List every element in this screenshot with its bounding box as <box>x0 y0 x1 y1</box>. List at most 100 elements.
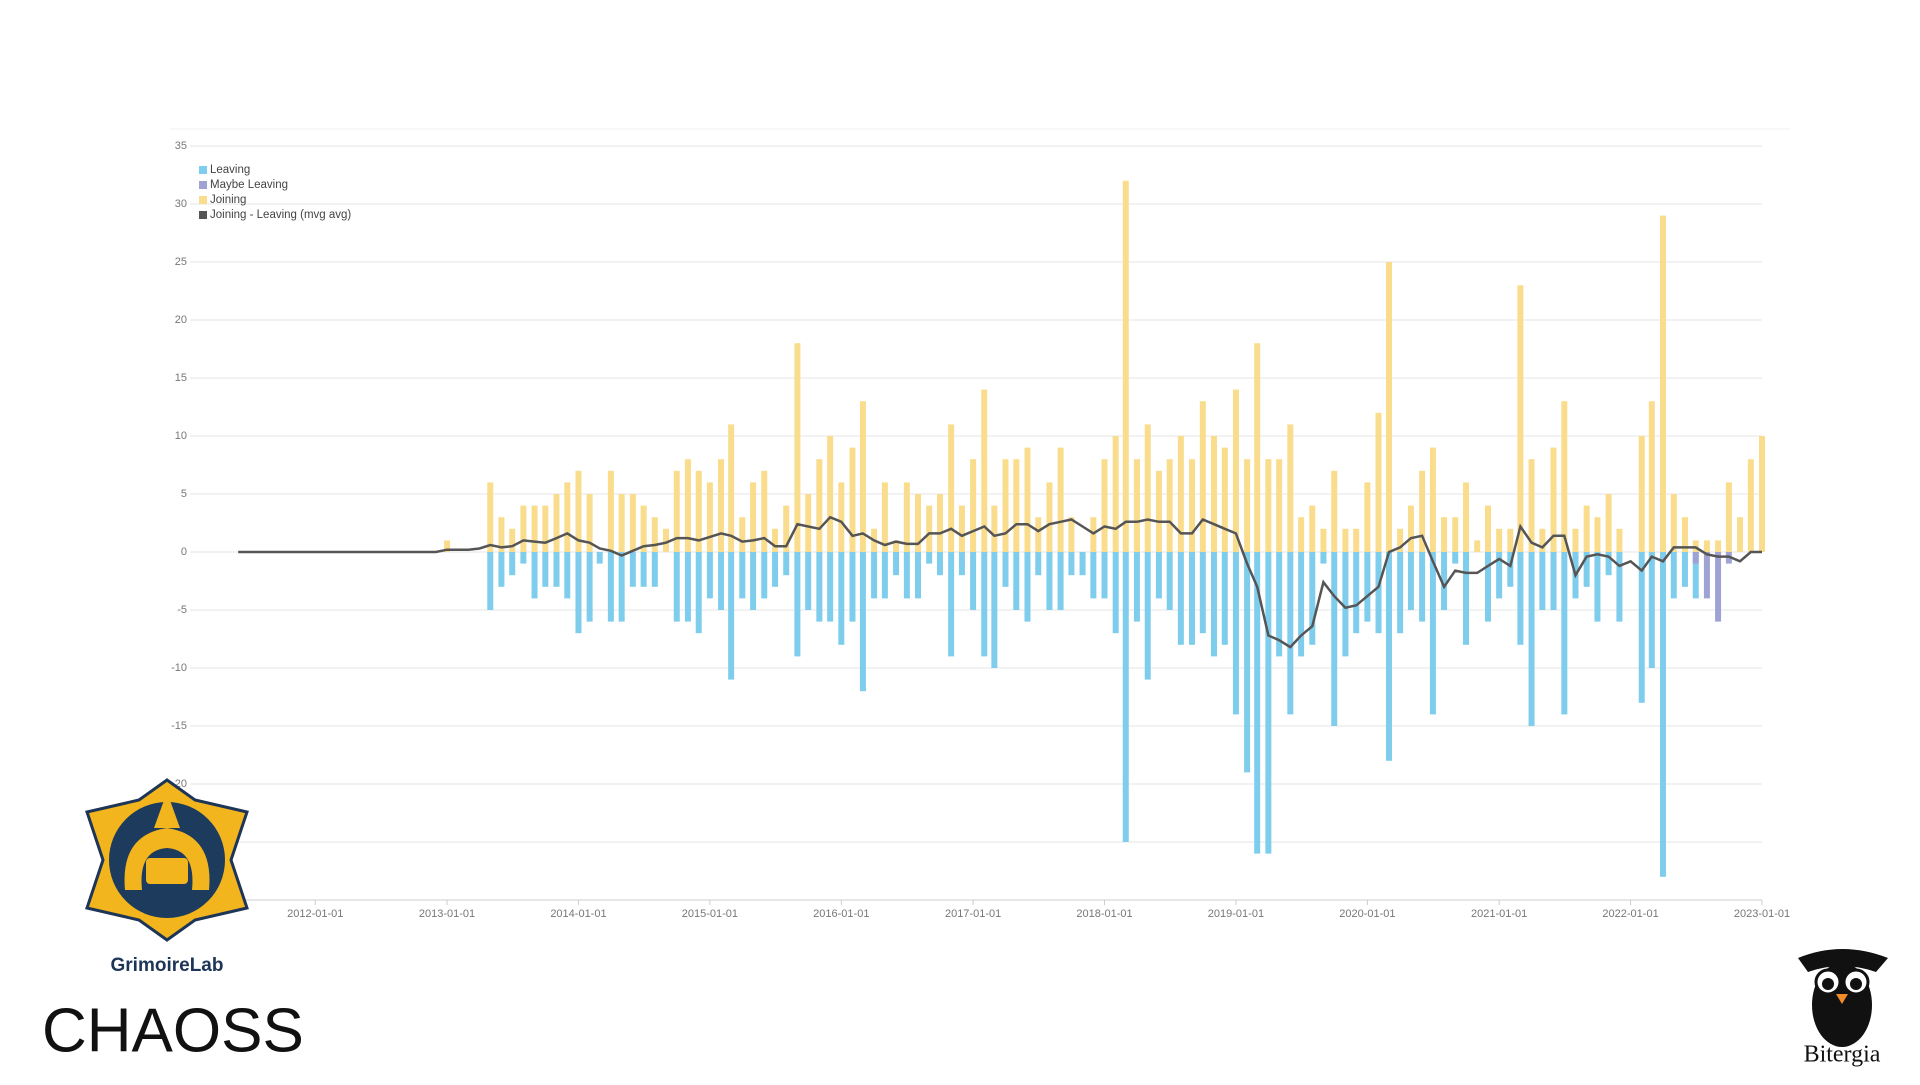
bar <box>1068 517 1075 552</box>
bar <box>772 528 779 552</box>
bar <box>1429 447 1436 552</box>
bar <box>1670 494 1677 552</box>
bar <box>805 552 812 610</box>
bar <box>1244 552 1251 773</box>
bar <box>1407 552 1414 610</box>
bar <box>1046 482 1053 552</box>
bar <box>1561 552 1568 715</box>
bar <box>444 540 451 552</box>
bar <box>1244 459 1251 552</box>
bar <box>1648 401 1655 552</box>
y-tick-label: 0 <box>181 546 187 558</box>
bar <box>509 528 516 552</box>
bar <box>1616 528 1623 552</box>
bar <box>1298 517 1305 552</box>
bar <box>596 552 603 564</box>
bar <box>1364 482 1371 552</box>
bar <box>1068 552 1075 576</box>
bar <box>958 505 965 552</box>
legend-swatch <box>199 181 207 189</box>
bar <box>542 505 549 552</box>
bar <box>1659 552 1666 877</box>
bar <box>1133 459 1140 552</box>
bar <box>1605 494 1612 552</box>
bar <box>958 552 965 576</box>
x-tick-label: 2020-01-01 <box>1339 908 1395 920</box>
y-tick-label: 25 <box>175 256 187 268</box>
bar <box>1024 552 1031 622</box>
bar <box>728 424 735 552</box>
bar <box>684 459 691 552</box>
bar <box>1517 285 1524 552</box>
bar <box>1419 470 1426 552</box>
bar <box>1331 470 1338 552</box>
bar <box>739 552 746 599</box>
bar <box>1177 552 1184 645</box>
bar <box>1385 262 1392 552</box>
bar <box>1057 447 1064 552</box>
bar <box>1232 389 1239 552</box>
bar <box>1276 552 1283 657</box>
bar <box>1210 552 1217 657</box>
bar <box>926 552 933 564</box>
bar <box>1528 552 1535 726</box>
bar <box>859 552 866 692</box>
legend: Leaving Maybe Leaving Joining Joining - Lea… <box>199 164 351 221</box>
bar <box>1616 552 1623 622</box>
bar <box>1496 528 1503 552</box>
bar <box>706 482 713 552</box>
bar <box>1681 552 1688 587</box>
bar <box>1375 552 1382 634</box>
bar <box>1189 459 1196 552</box>
bar <box>794 343 801 552</box>
bar <box>1703 552 1710 599</box>
bar <box>750 482 757 552</box>
bar <box>1594 552 1601 622</box>
bar <box>1528 459 1535 552</box>
bar <box>542 552 549 587</box>
bar <box>629 552 636 587</box>
bar <box>1035 517 1042 552</box>
bar <box>816 459 823 552</box>
bar <box>881 552 888 599</box>
bar <box>1013 552 1020 610</box>
bar <box>1484 552 1491 622</box>
bar <box>1298 552 1305 657</box>
bar <box>531 505 538 552</box>
bar <box>487 482 494 552</box>
bar <box>1375 412 1382 552</box>
x-tick-label: 2019-01-01 <box>1208 908 1264 920</box>
owl-beak <box>1836 994 1848 1004</box>
legend-label: Joining - Leaving (mvg avg) <box>210 209 351 221</box>
bar <box>970 552 977 610</box>
bar <box>1320 528 1327 552</box>
y-tick-label: 15 <box>175 372 187 384</box>
bar <box>618 552 625 622</box>
bar <box>1692 552 1699 564</box>
bar <box>1452 517 1459 552</box>
bar <box>1112 552 1119 634</box>
bar <box>1507 552 1514 587</box>
bar <box>981 389 988 552</box>
bar <box>1594 517 1601 552</box>
bar <box>849 447 856 552</box>
bar <box>838 482 845 552</box>
bar <box>1320 552 1327 564</box>
bar <box>1419 552 1426 622</box>
bar <box>1035 552 1042 576</box>
x-tick-label: 2017-01-01 <box>945 908 1001 920</box>
x-tick-label: 2014-01-01 <box>550 908 606 920</box>
bar <box>1057 552 1064 610</box>
bar <box>1550 552 1557 610</box>
bar <box>1385 552 1392 761</box>
bar <box>1463 482 1470 552</box>
bar <box>1496 552 1503 599</box>
bar <box>1648 552 1655 668</box>
bar <box>970 459 977 552</box>
bar <box>718 552 725 610</box>
bar <box>1144 552 1151 680</box>
bar <box>1747 459 1754 552</box>
y-tick-label: 20 <box>175 314 187 326</box>
bar <box>991 505 998 552</box>
